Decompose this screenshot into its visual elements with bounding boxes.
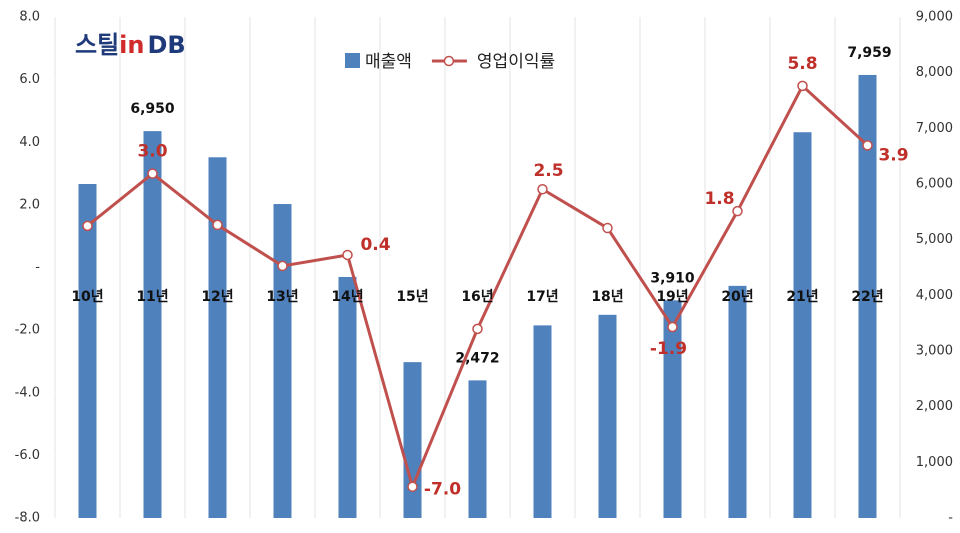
line-value-label: 5.8 [787, 54, 817, 74]
x-tick-label: 20년 [721, 289, 753, 305]
line-value-label: -1.9 [650, 339, 687, 359]
logo-part: 스틸 [75, 31, 119, 59]
y-tick-label: -6.0 [15, 448, 40, 463]
line-point [212, 219, 223, 231]
y-tick-label: -4.0 [15, 385, 40, 400]
line-point [602, 222, 613, 234]
bar [533, 325, 552, 518]
y-tick-label: -2.0 [15, 323, 40, 338]
x-tick-label: 11년 [136, 289, 168, 305]
y-tick-label: 2.0 [19, 197, 40, 212]
bar [143, 131, 162, 518]
line-point [277, 260, 288, 272]
line-point [407, 481, 418, 492]
x-tick-label: 10년 [71, 289, 103, 305]
x-tick-label: 22년 [851, 289, 883, 305]
bar [403, 362, 422, 518]
bar-value-label: 7,959 [847, 45, 891, 61]
line-point [537, 183, 548, 195]
y2-tick-label: 4,000 [916, 288, 953, 303]
x-tick-label: 14년 [331, 289, 363, 305]
x-tick-label: 13년 [266, 289, 298, 305]
y2-tick-label: 5,000 [916, 232, 953, 247]
y2-tick-label: 8,000 [916, 65, 953, 80]
logo-part: DB [147, 31, 185, 59]
line-point [472, 323, 483, 335]
line-point [147, 168, 158, 179]
x-tick-label: 12년 [201, 289, 233, 305]
line-point [82, 220, 93, 232]
x-tick-label: 16년 [461, 289, 493, 305]
y-tick-label: 6.0 [19, 72, 40, 87]
x-tick-label: 19년 [656, 289, 688, 305]
y-tick-label: -8.0 [15, 511, 40, 526]
bar [208, 157, 227, 518]
line-point [862, 140, 873, 151]
line-point [797, 80, 808, 92]
legend-label: 매출액 [365, 52, 412, 72]
line-point [732, 205, 743, 217]
bar [793, 132, 812, 519]
line-value-label: 1.8 [704, 189, 734, 209]
y2-tick-label: 9,000 [916, 10, 953, 25]
y2-tick-label: 7,000 [916, 121, 953, 136]
legend-swatch [443, 55, 455, 67]
logo-part: in [119, 31, 144, 59]
x-tick-label: 18년 [591, 289, 623, 305]
bar [663, 300, 682, 518]
line-point [342, 249, 353, 261]
logo: 스틸in DB [75, 31, 186, 59]
y-tick-label: 4.0 [19, 135, 40, 150]
x-tick-label: 15년 [396, 289, 428, 305]
y-tick-label: 8.0 [19, 10, 40, 25]
line-value-label: 0.4 [360, 235, 390, 255]
bar [598, 314, 617, 518]
x-tick-label: 17년 [526, 289, 558, 305]
legend-swatch [345, 53, 360, 68]
x-tick-label: 21년 [786, 289, 818, 305]
line-value-label: 3.0 [137, 142, 167, 162]
y2-tick-label: 3,000 [916, 344, 953, 359]
y2-tick-label: 1,000 [916, 455, 953, 470]
y2-tick-label: - [948, 511, 953, 526]
bar [273, 204, 292, 519]
line-value-label: 3.9 [878, 145, 908, 165]
bar [858, 74, 877, 518]
bar [338, 276, 357, 518]
legend-label: 영업이익률 [477, 52, 555, 72]
line-point [667, 321, 678, 333]
bar-value-label: 3,910 [650, 270, 695, 286]
bar-value-label: 6,950 [130, 101, 175, 117]
y2-tick-label: 6,000 [916, 177, 953, 192]
y2-tick-label: 2,000 [916, 399, 953, 414]
bar [78, 184, 97, 518]
line-value-label: 2.5 [533, 161, 563, 181]
bar [468, 380, 487, 518]
y-tick-label: - [35, 260, 40, 275]
line-value-label: -7.0 [424, 480, 461, 500]
bar [728, 285, 747, 518]
